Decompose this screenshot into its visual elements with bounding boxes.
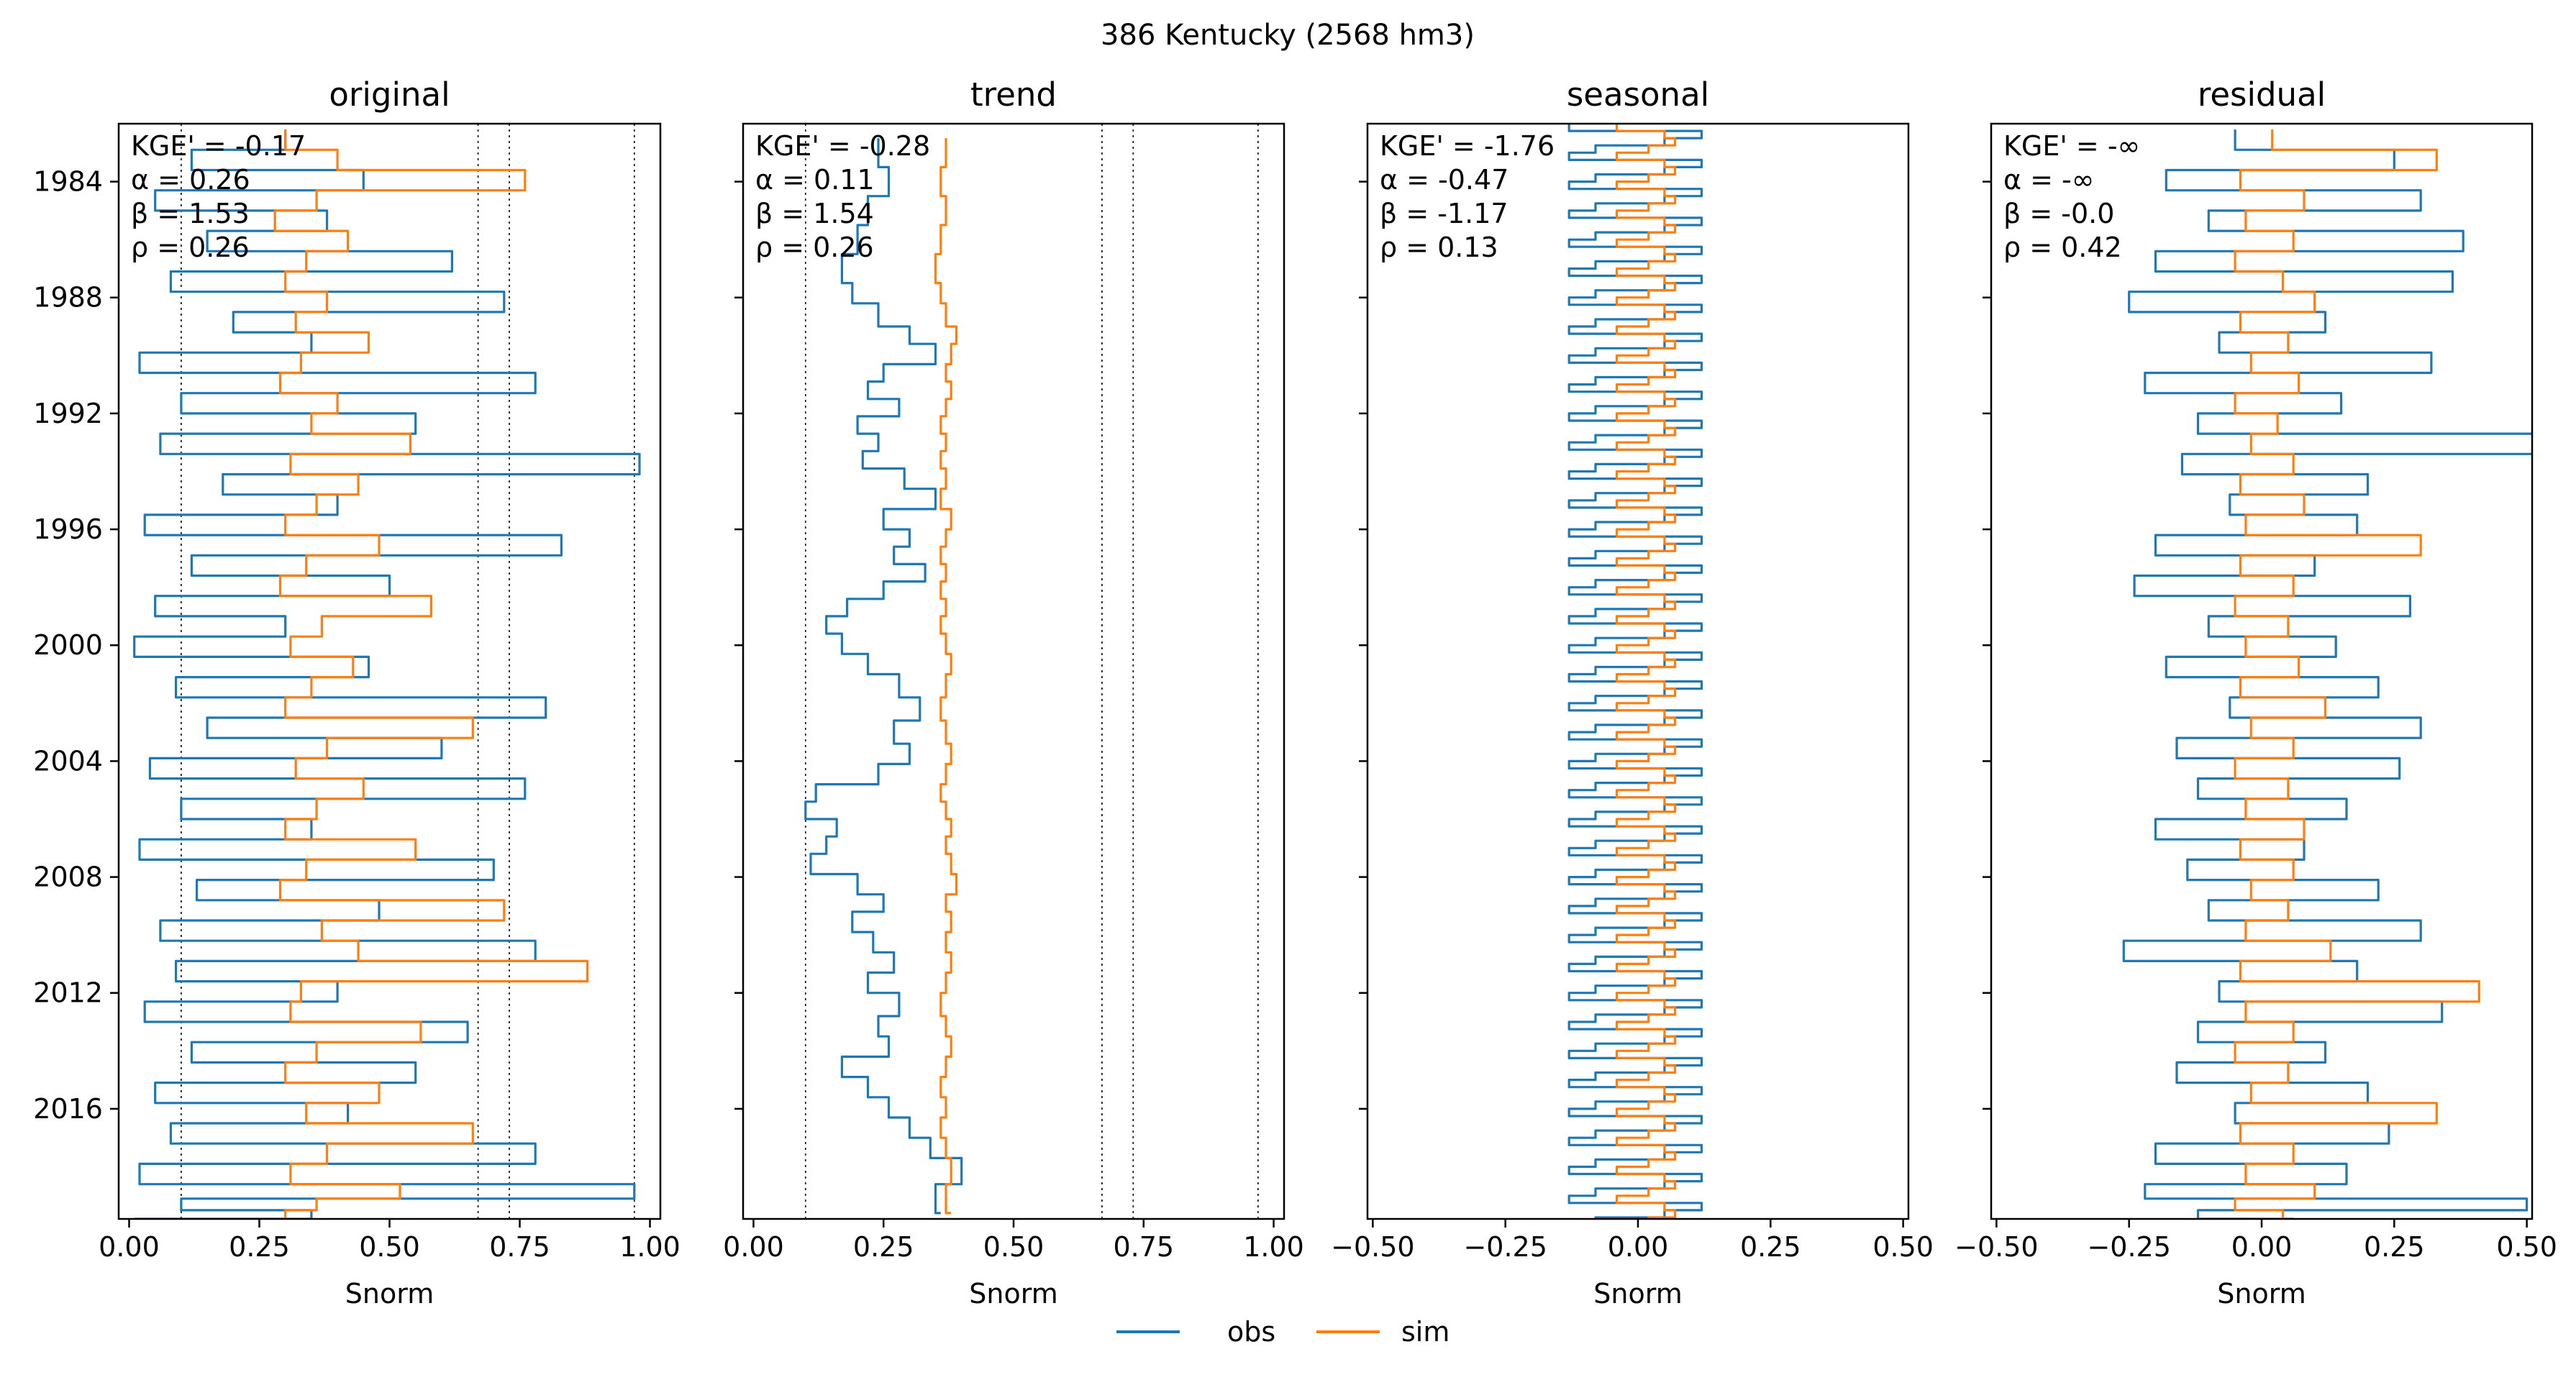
metric-text: KGE' = -0.17 [131, 130, 306, 162]
metric-text: ρ = 0.13 [1380, 232, 1498, 263]
series-sim-line [934, 138, 958, 1215]
x-tick-label: −0.50 [1331, 1231, 1414, 1263]
x-tick-label: 0.00 [99, 1231, 160, 1263]
axes-frame [1366, 122, 1910, 1220]
legend-sim-label: sim [1401, 1316, 1449, 1348]
panel-title: seasonal [1567, 76, 1709, 114]
metric-text: ρ = 0.42 [2003, 232, 2122, 263]
x-tick-label: 0.75 [1113, 1231, 1174, 1263]
x-tick-label: −0.50 [1954, 1231, 2038, 1263]
legend: obs sim [1116, 1316, 1449, 1348]
x-tick-label: 0.25 [229, 1231, 290, 1263]
panel-original: original 0.00 0.25 0.50 0.75 1.00 1984 1988 1992… [33, 76, 681, 1310]
metric-text: α = -∞ [2003, 164, 2094, 196]
metric-text: α = 0.11 [755, 164, 875, 196]
metric-text: β = -1.17 [1380, 198, 1508, 229]
panel-trend: trend 0.00 0.25 0.50 0.75 1.00 Snorm KGE' = -0.… [723, 76, 1304, 1310]
plot-area [133, 129, 641, 1219]
x-axis-label: Snorm [2217, 1278, 2306, 1310]
panel-title: original [329, 76, 450, 114]
y-tick-label: 2004 [33, 745, 103, 777]
x-tick-label: −0.25 [1463, 1231, 1547, 1263]
series-obs-line [133, 129, 641, 1219]
panels: original 0.00 0.25 0.50 0.75 1.00 1984 1988 1992… [33, 76, 2557, 1310]
plot-area [2122, 129, 2532, 1219]
x-tick-label: 0.25 [1740, 1231, 1801, 1263]
metric-text: α = -0.47 [1380, 164, 1508, 196]
x-tick-label: 0.00 [1608, 1231, 1669, 1263]
y-tick-label: 1984 [33, 166, 103, 198]
x-tick-label: 0.50 [359, 1231, 420, 1263]
metric-text: KGE' = -∞ [2003, 130, 2140, 162]
x-axis-label: Snorm [969, 1278, 1057, 1310]
x-tick-label: 0.25 [2364, 1231, 2425, 1263]
panel-residual: residual −0.50 −0.25 0.00 0.25 0.50 Snorm KGE' … [1954, 76, 2557, 1310]
series-obs-line [1567, 124, 1703, 1219]
y-tick-label: 1996 [33, 513, 103, 545]
metric-text: β = -0.0 [2003, 198, 2114, 229]
series-sim-line [1615, 124, 1677, 1219]
metric-text: ρ = 0.26 [131, 232, 250, 263]
panel-title: trend [970, 76, 1057, 114]
x-tick-label: 1.00 [1243, 1231, 1304, 1263]
y-tick-label: 1992 [33, 398, 103, 429]
x-tick-label: 0.00 [723, 1231, 784, 1263]
axes-frame [742, 122, 1285, 1220]
plot-area [1567, 124, 1703, 1219]
series-obs-line [2122, 129, 2532, 1219]
x-axis-label: Snorm [1593, 1278, 1682, 1310]
metric-text: β = 1.54 [755, 198, 874, 229]
series-sim-line [273, 129, 589, 1219]
x-tick-label: 0.50 [1872, 1231, 1934, 1263]
series-obs-line [804, 138, 963, 1215]
y-tick-label: 2016 [33, 1093, 103, 1125]
plot-area [804, 138, 963, 1215]
x-tick-label: 0.00 [2231, 1231, 2293, 1263]
y-tick-label: 2008 [33, 862, 103, 893]
x-axis-label: Snorm [345, 1278, 434, 1310]
legend-obs-label: obs [1227, 1316, 1275, 1348]
axes-frame [1990, 122, 2534, 1220]
series-sim-line [2234, 129, 2480, 1219]
axes-frame [117, 122, 662, 1220]
x-tick-label: −0.25 [2087, 1231, 2170, 1263]
y-tick-label: 2000 [33, 629, 103, 661]
metric-text: α = 0.26 [131, 164, 250, 196]
metric-text: KGE' = -0.28 [755, 130, 930, 162]
x-tick-label: 1.00 [619, 1231, 681, 1263]
y-tick-label: 2012 [33, 977, 103, 1009]
figure-title: 386 Kentucky (2568 hm3) [1101, 19, 1475, 52]
metric-text: KGE' = -1.76 [1380, 130, 1555, 162]
y-tick-label: 1988 [33, 282, 103, 314]
panel-title: residual [2198, 76, 2326, 114]
metric-text: β = 1.53 [131, 198, 250, 229]
panel-seasonal: seasonal −0.50 −0.25 0.00 0.25 0.50 Snorm KGE' … [1331, 76, 1934, 1310]
x-tick-label: 0.50 [2496, 1231, 2557, 1263]
x-tick-label: 0.50 [983, 1231, 1044, 1263]
metric-text: ρ = 0.26 [755, 232, 874, 263]
x-tick-label: 0.25 [853, 1231, 914, 1263]
x-tick-label: 0.75 [489, 1231, 550, 1263]
